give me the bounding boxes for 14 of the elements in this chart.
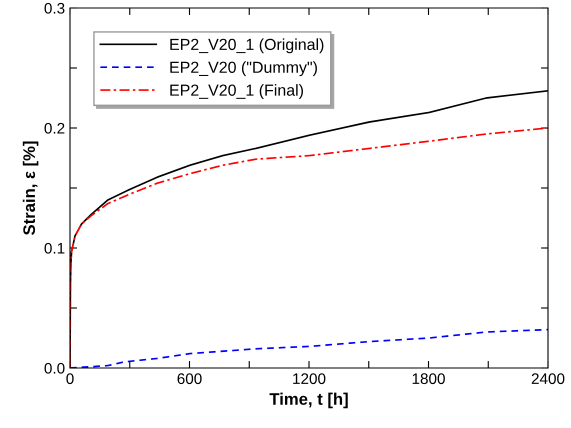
x-tick-label: 2400 xyxy=(532,373,564,384)
legend-label: EP2_V20_1 (Original) xyxy=(170,38,324,54)
y-axis-title: Strain, ε [%] xyxy=(22,141,38,235)
x-tick-label: 0 xyxy=(66,373,74,384)
y-tick-label: 0.0 xyxy=(44,362,65,374)
y-tick-label: 0.1 xyxy=(44,242,64,254)
y-tick-label: 0.3 xyxy=(44,2,64,14)
legend-label: EP2_V20 ("Dummy") xyxy=(170,61,317,76)
x-axis-title: Time, t [h] xyxy=(270,392,348,408)
x-tick-label: 1800 xyxy=(412,373,445,384)
x-tick-label: 1200 xyxy=(293,373,326,384)
y-tick-label: 0.2 xyxy=(44,122,64,134)
legend-label: EP2_V20_1 (Final) xyxy=(170,84,303,99)
x-tick-label: 600 xyxy=(178,373,202,384)
